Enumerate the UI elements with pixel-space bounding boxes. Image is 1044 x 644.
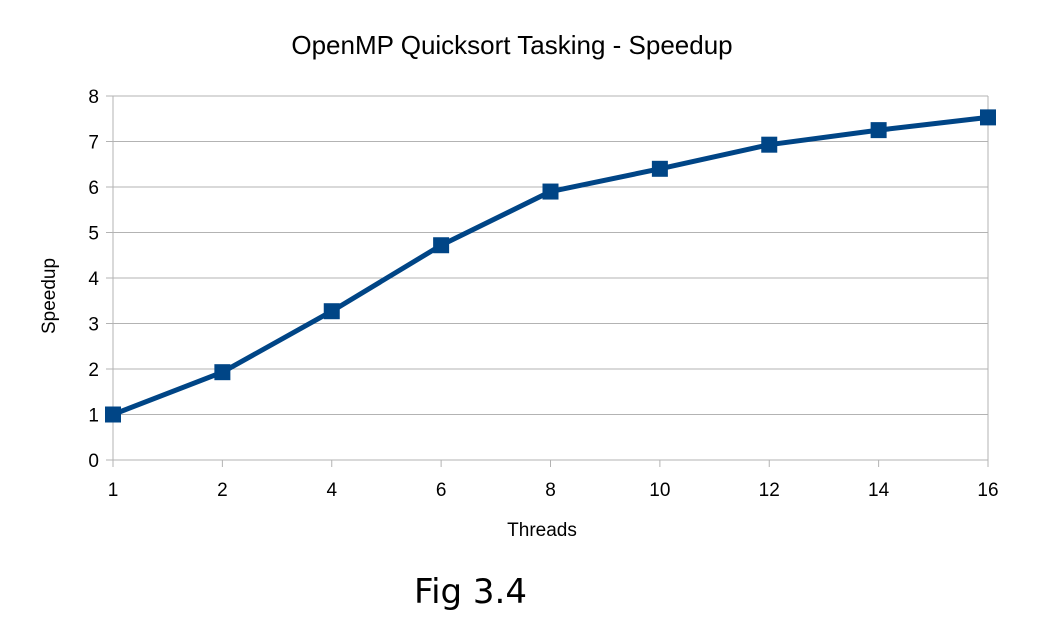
x-tick-label: 6 [436,480,447,501]
data-point-marker [870,122,887,139]
data-point-marker [105,406,121,423]
x-axis-title: Threads [507,520,577,541]
y-tick-label: 5 [88,224,99,245]
y-tick-label: 6 [88,178,99,199]
figure-caption: Fig 3.4 [414,572,527,612]
y-tick-label: 1 [88,406,99,427]
x-tick-label: 2 [217,480,228,501]
x-tick-label: 1 [108,480,119,501]
gridlines [106,95,988,461]
x-tick-label: 14 [868,480,890,501]
series-markers [105,109,996,423]
y-tick-labels: 0 1 2 3 4 5 6 7 8 [88,87,99,472]
y-tick-label: 0 [88,451,99,472]
x-tick-label: 16 [977,480,998,501]
y-tick-label: 2 [88,360,99,381]
x-tick-labels: 1 2 4 6 8 10 12 14 16 [108,460,999,501]
data-point-marker [433,237,450,254]
chart-title: OpenMP Quicksort Tasking - Speedup [291,30,733,60]
data-point-marker [761,136,778,153]
y-tick-label: 3 [88,315,99,336]
x-tick-label: 8 [545,480,556,501]
data-point-marker [214,364,231,381]
y-tick-label: 4 [88,269,99,290]
x-tick-label: 4 [326,480,337,501]
y-axis-title: Speedup [39,258,60,334]
data-point-marker [980,109,996,126]
x-tick-label: 10 [649,480,670,501]
data-point-marker [323,303,340,320]
data-point-marker [542,183,559,200]
series-line [112,114,989,417]
data-point-marker [651,160,668,177]
axes [112,96,989,460]
y-tick-label: 7 [88,133,99,154]
y-tick-label: 8 [88,87,99,108]
x-tick-label: 12 [759,480,780,501]
